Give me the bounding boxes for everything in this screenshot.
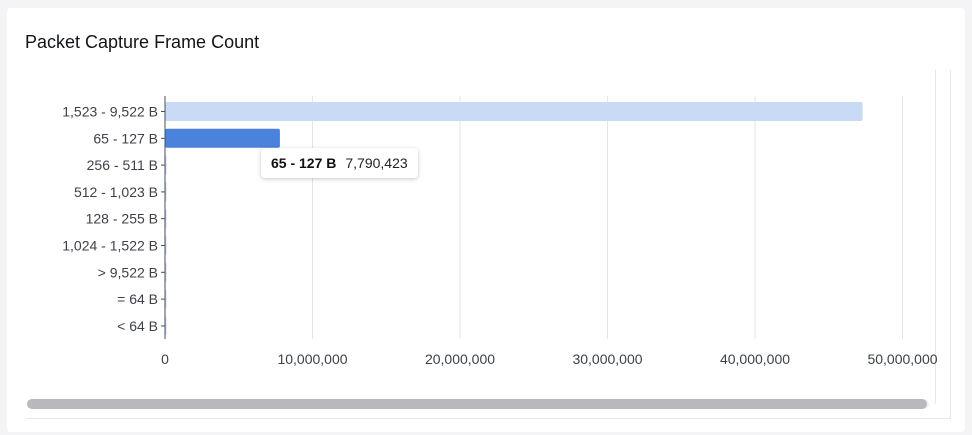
category-label: < 64 B: [117, 318, 158, 334]
x-tick-label: 10,000,000: [277, 351, 347, 367]
bar-chart: 1,523 - 9,522 B 65 - 127 B 256 - 511 B 512 …: [62, 96, 938, 367]
category-label: 128 - 255 B: [86, 211, 158, 227]
category-label: > 9,522 B: [98, 264, 158, 280]
category-label: = 64 B: [117, 291, 158, 307]
x-tick-label: 20,000,000: [425, 351, 495, 367]
x-tick-label: 50,000,000: [867, 351, 937, 367]
category-label: 512 - 1,023 B: [74, 184, 158, 200]
chart-tooltip: 65 - 127 B 7,790,423: [261, 148, 418, 178]
chart-card: Packet Capture Frame Count 1,523 - 9,522…: [7, 8, 965, 432]
x-tick-label: 30,000,000: [572, 351, 642, 367]
bar-0[interactable]: [165, 102, 863, 121]
chart-title: Packet Capture Frame Count: [25, 32, 260, 52]
category-label: 1,523 - 9,522 B: [62, 104, 158, 120]
horizontal-scrollbar[interactable]: [27, 399, 929, 409]
scrollbar-thumb[interactable]: [27, 399, 927, 409]
x-tick-label: 0: [161, 351, 169, 367]
bar-1[interactable]: [165, 128, 280, 148]
category-label: 65 - 127 B: [93, 130, 158, 146]
chart-scroll-area[interactable]: [26, 70, 951, 419]
tooltip-value: 7,790,423: [345, 155, 408, 171]
x-tick-label: 40,000,000: [720, 351, 790, 367]
category-label: 256 - 511 B: [87, 157, 158, 173]
tooltip-category: 65 - 127 B: [271, 155, 337, 171]
plot-edge: [935, 70, 936, 404]
category-label: 1,024 - 1,522 B: [62, 238, 158, 254]
